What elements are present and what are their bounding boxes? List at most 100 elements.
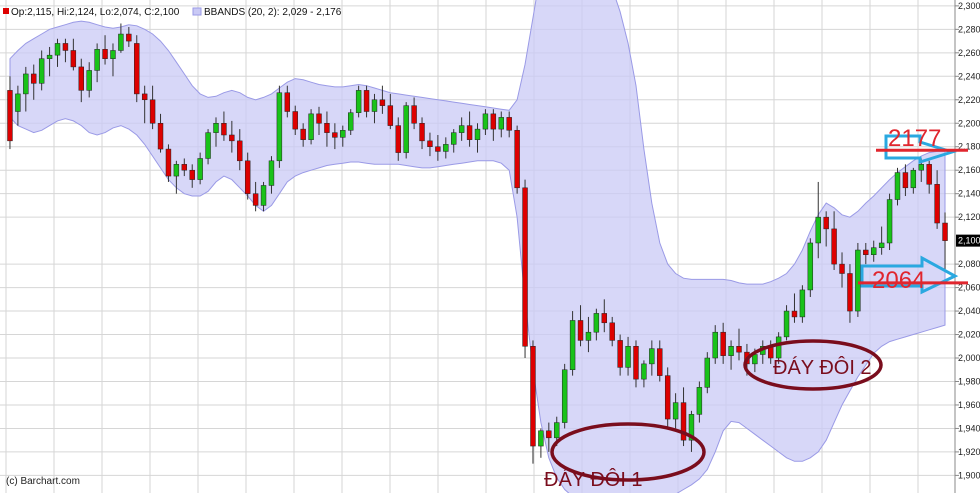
candle-body <box>934 184 940 224</box>
y-tick-label: 1,920 <box>958 447 980 457</box>
candle-body <box>419 123 425 142</box>
candle-body <box>411 105 417 124</box>
candle-body <box>110 50 116 59</box>
credit-label: (c) Barchart.com <box>6 476 80 487</box>
candle <box>807 238 814 297</box>
candle-body <box>799 289 806 318</box>
y-tick-label: 2,160 <box>958 165 980 175</box>
y-tick-label: 1,960 <box>958 400 980 410</box>
candle <box>308 109 314 145</box>
candle-body <box>435 146 441 152</box>
candle <box>561 363 568 429</box>
candle <box>371 93 378 124</box>
candle <box>23 66 29 112</box>
candle-body <box>942 222 948 241</box>
candle <box>910 167 917 194</box>
candle <box>942 212 948 272</box>
candle <box>316 106 322 135</box>
candle-body <box>268 160 275 186</box>
candle <box>466 111 473 147</box>
candle-body <box>86 70 92 91</box>
candle-body <box>815 216 821 244</box>
candle-body <box>569 320 576 371</box>
candle-body <box>244 160 251 194</box>
candle-body <box>252 193 259 206</box>
candle-body <box>316 113 322 124</box>
y-tick-label: 2,220 <box>958 95 980 105</box>
candle-body <box>649 348 655 365</box>
candle-body <box>292 111 298 130</box>
candle-body <box>324 123 330 133</box>
candle-body <box>672 402 679 420</box>
candle <box>300 123 306 147</box>
candle-body <box>664 375 671 420</box>
candle <box>387 93 394 130</box>
candle <box>348 109 354 135</box>
candle-body <box>886 199 893 244</box>
candle-body <box>371 99 378 112</box>
candle <box>728 340 734 370</box>
candle <box>110 43 116 77</box>
candle-body <box>752 354 758 365</box>
candle-body <box>229 134 235 142</box>
last-price-label: 2,100 <box>958 236 980 246</box>
candle-body <box>31 73 37 84</box>
candle-body <box>213 123 219 133</box>
candle <box>625 336 631 376</box>
candle <box>86 62 92 98</box>
y-tick-label: 2,040 <box>958 306 980 316</box>
candle <box>680 387 687 447</box>
candle <box>435 134 441 161</box>
candles-layer <box>7 23 948 464</box>
candle-body <box>387 105 394 126</box>
candle-body <box>918 164 924 171</box>
candle <box>593 308 600 341</box>
candle <box>443 137 449 159</box>
candle <box>530 340 536 464</box>
ohlc-readout: Op:2,115, Hi:2,124, Lo:2,074, C:2,100 <box>11 7 180 18</box>
candle <box>126 26 132 47</box>
candle-body <box>260 185 267 206</box>
candle-body <box>403 105 409 153</box>
candle-body <box>482 113 489 130</box>
candle-body <box>498 117 504 130</box>
candle-body <box>577 320 584 341</box>
candle <box>791 293 798 323</box>
candle <box>38 50 45 91</box>
candle <box>157 113 164 153</box>
candle <box>522 179 528 359</box>
candle <box>934 170 940 229</box>
resistance-label-2177: 2177 <box>888 125 941 152</box>
candle <box>641 360 647 388</box>
bollinger-band <box>9 0 946 493</box>
y-tick-label: 1,980 <box>958 376 980 386</box>
candle <box>894 167 901 206</box>
candle <box>340 125 346 147</box>
candle-body <box>902 172 909 189</box>
candle-body <box>791 310 798 318</box>
candle <box>546 422 552 452</box>
candle-body <box>451 132 457 145</box>
candle-body <box>720 331 726 356</box>
y-tick-label: 2,280 <box>958 24 980 34</box>
candle-body <box>823 216 829 230</box>
candle-body <box>355 90 362 113</box>
candle-body <box>94 49 100 71</box>
candle <box>102 35 108 65</box>
last-price-box <box>956 234 980 247</box>
candle <box>7 76 13 150</box>
candle <box>363 85 370 118</box>
candle <box>720 322 726 364</box>
candle-body <box>704 357 711 388</box>
candle <box>490 109 497 141</box>
candle <box>458 117 465 141</box>
annotations-layer: ĐÁY ĐÔI 1 ĐÁY ĐÔI 2 2177 2064 <box>544 125 968 491</box>
candle-body <box>522 187 528 347</box>
candle-body <box>7 90 13 142</box>
candle-body <box>363 90 370 112</box>
candle <box>244 152 251 200</box>
candle <box>569 311 576 376</box>
candle <box>252 181 259 212</box>
candle <box>633 340 639 388</box>
